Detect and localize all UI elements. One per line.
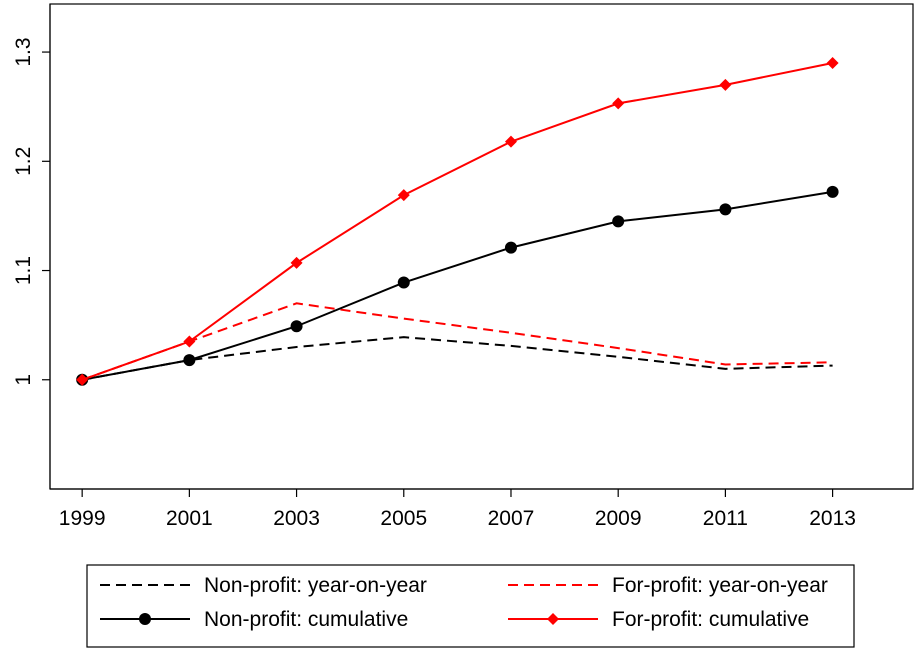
y-tick-label: 1.1 <box>12 256 35 285</box>
y-axis: 1 1.1 1.2 1.3 <box>12 4 51 489</box>
x-tick-label: 2005 <box>380 507 427 530</box>
series-layer <box>76 56 839 386</box>
data-point <box>612 97 625 110</box>
series-2 <box>76 185 839 386</box>
data-point <box>719 203 732 216</box>
series-line-3 <box>81 62 833 381</box>
legend-items: Non-profit: year-on-year For-profit: year… <box>100 574 828 631</box>
x-tick-label: 1999 <box>59 507 106 530</box>
legend: Non-profit: year-on-year For-profit: year… <box>86 564 855 648</box>
y-tick-label: 1.2 <box>12 147 35 176</box>
legend-marker <box>547 613 559 625</box>
data-point <box>290 320 303 333</box>
data-point <box>504 241 517 254</box>
x-tick-label: 2013 <box>809 507 856 530</box>
series-line-2 <box>81 190 833 381</box>
legend-box <box>86 564 855 648</box>
data-point <box>612 215 625 228</box>
data-point <box>397 276 410 289</box>
data-point <box>76 373 89 386</box>
x-axis: 1999 2001 2003 2005 2007 2009 2011 2013 <box>50 488 913 530</box>
legend-label: Non-profit: cumulative <box>204 608 408 631</box>
data-point <box>290 256 303 269</box>
series-0 <box>81 336 833 381</box>
plot-frame <box>49 3 914 490</box>
data-point <box>826 56 839 69</box>
x-tick-label: 2009 <box>595 507 642 530</box>
series-line-1 <box>81 302 833 381</box>
legend-label: For-profit: cumulative <box>612 608 809 631</box>
data-point <box>183 335 196 348</box>
legend-item-3: For-profit: cumulative <box>508 608 809 631</box>
x-tick-label: 2011 <box>703 507 748 530</box>
series-3 <box>76 56 839 386</box>
data-point <box>719 78 732 91</box>
y-tick-label: 1.3 <box>12 37 35 66</box>
legend-label: For-profit: year-on-year <box>612 574 828 597</box>
x-tick-label: 2001 <box>166 507 213 530</box>
series-line-0 <box>81 336 833 381</box>
data-point <box>504 135 517 148</box>
legend-item-0: Non-profit: year-on-year <box>100 574 427 597</box>
legend-item-1: For-profit: year-on-year <box>508 574 828 597</box>
legend-item-2: Non-profit: cumulative <box>100 608 408 631</box>
series-1 <box>81 302 833 381</box>
data-point <box>397 189 410 202</box>
data-point <box>826 185 839 198</box>
y-tick-label: 1 <box>12 374 35 386</box>
data-point <box>183 354 196 367</box>
legend-marker <box>139 613 151 625</box>
x-tick-label: 2007 <box>488 507 535 530</box>
x-tick-label: 2003 <box>273 507 320 530</box>
legend-label: Non-profit: year-on-year <box>204 574 427 597</box>
